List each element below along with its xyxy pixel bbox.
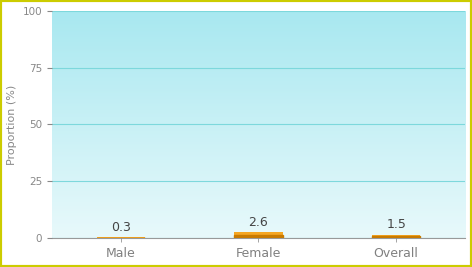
Bar: [234, 235, 283, 238]
Text: 0.3: 0.3: [111, 221, 131, 234]
Text: 2.6: 2.6: [249, 216, 268, 229]
Text: 1.5: 1.5: [386, 218, 406, 231]
Bar: [97, 237, 145, 238]
Bar: [372, 237, 420, 238]
Bar: [372, 235, 420, 238]
Bar: [234, 232, 283, 238]
Y-axis label: Proportion (%): Proportion (%): [7, 84, 17, 165]
